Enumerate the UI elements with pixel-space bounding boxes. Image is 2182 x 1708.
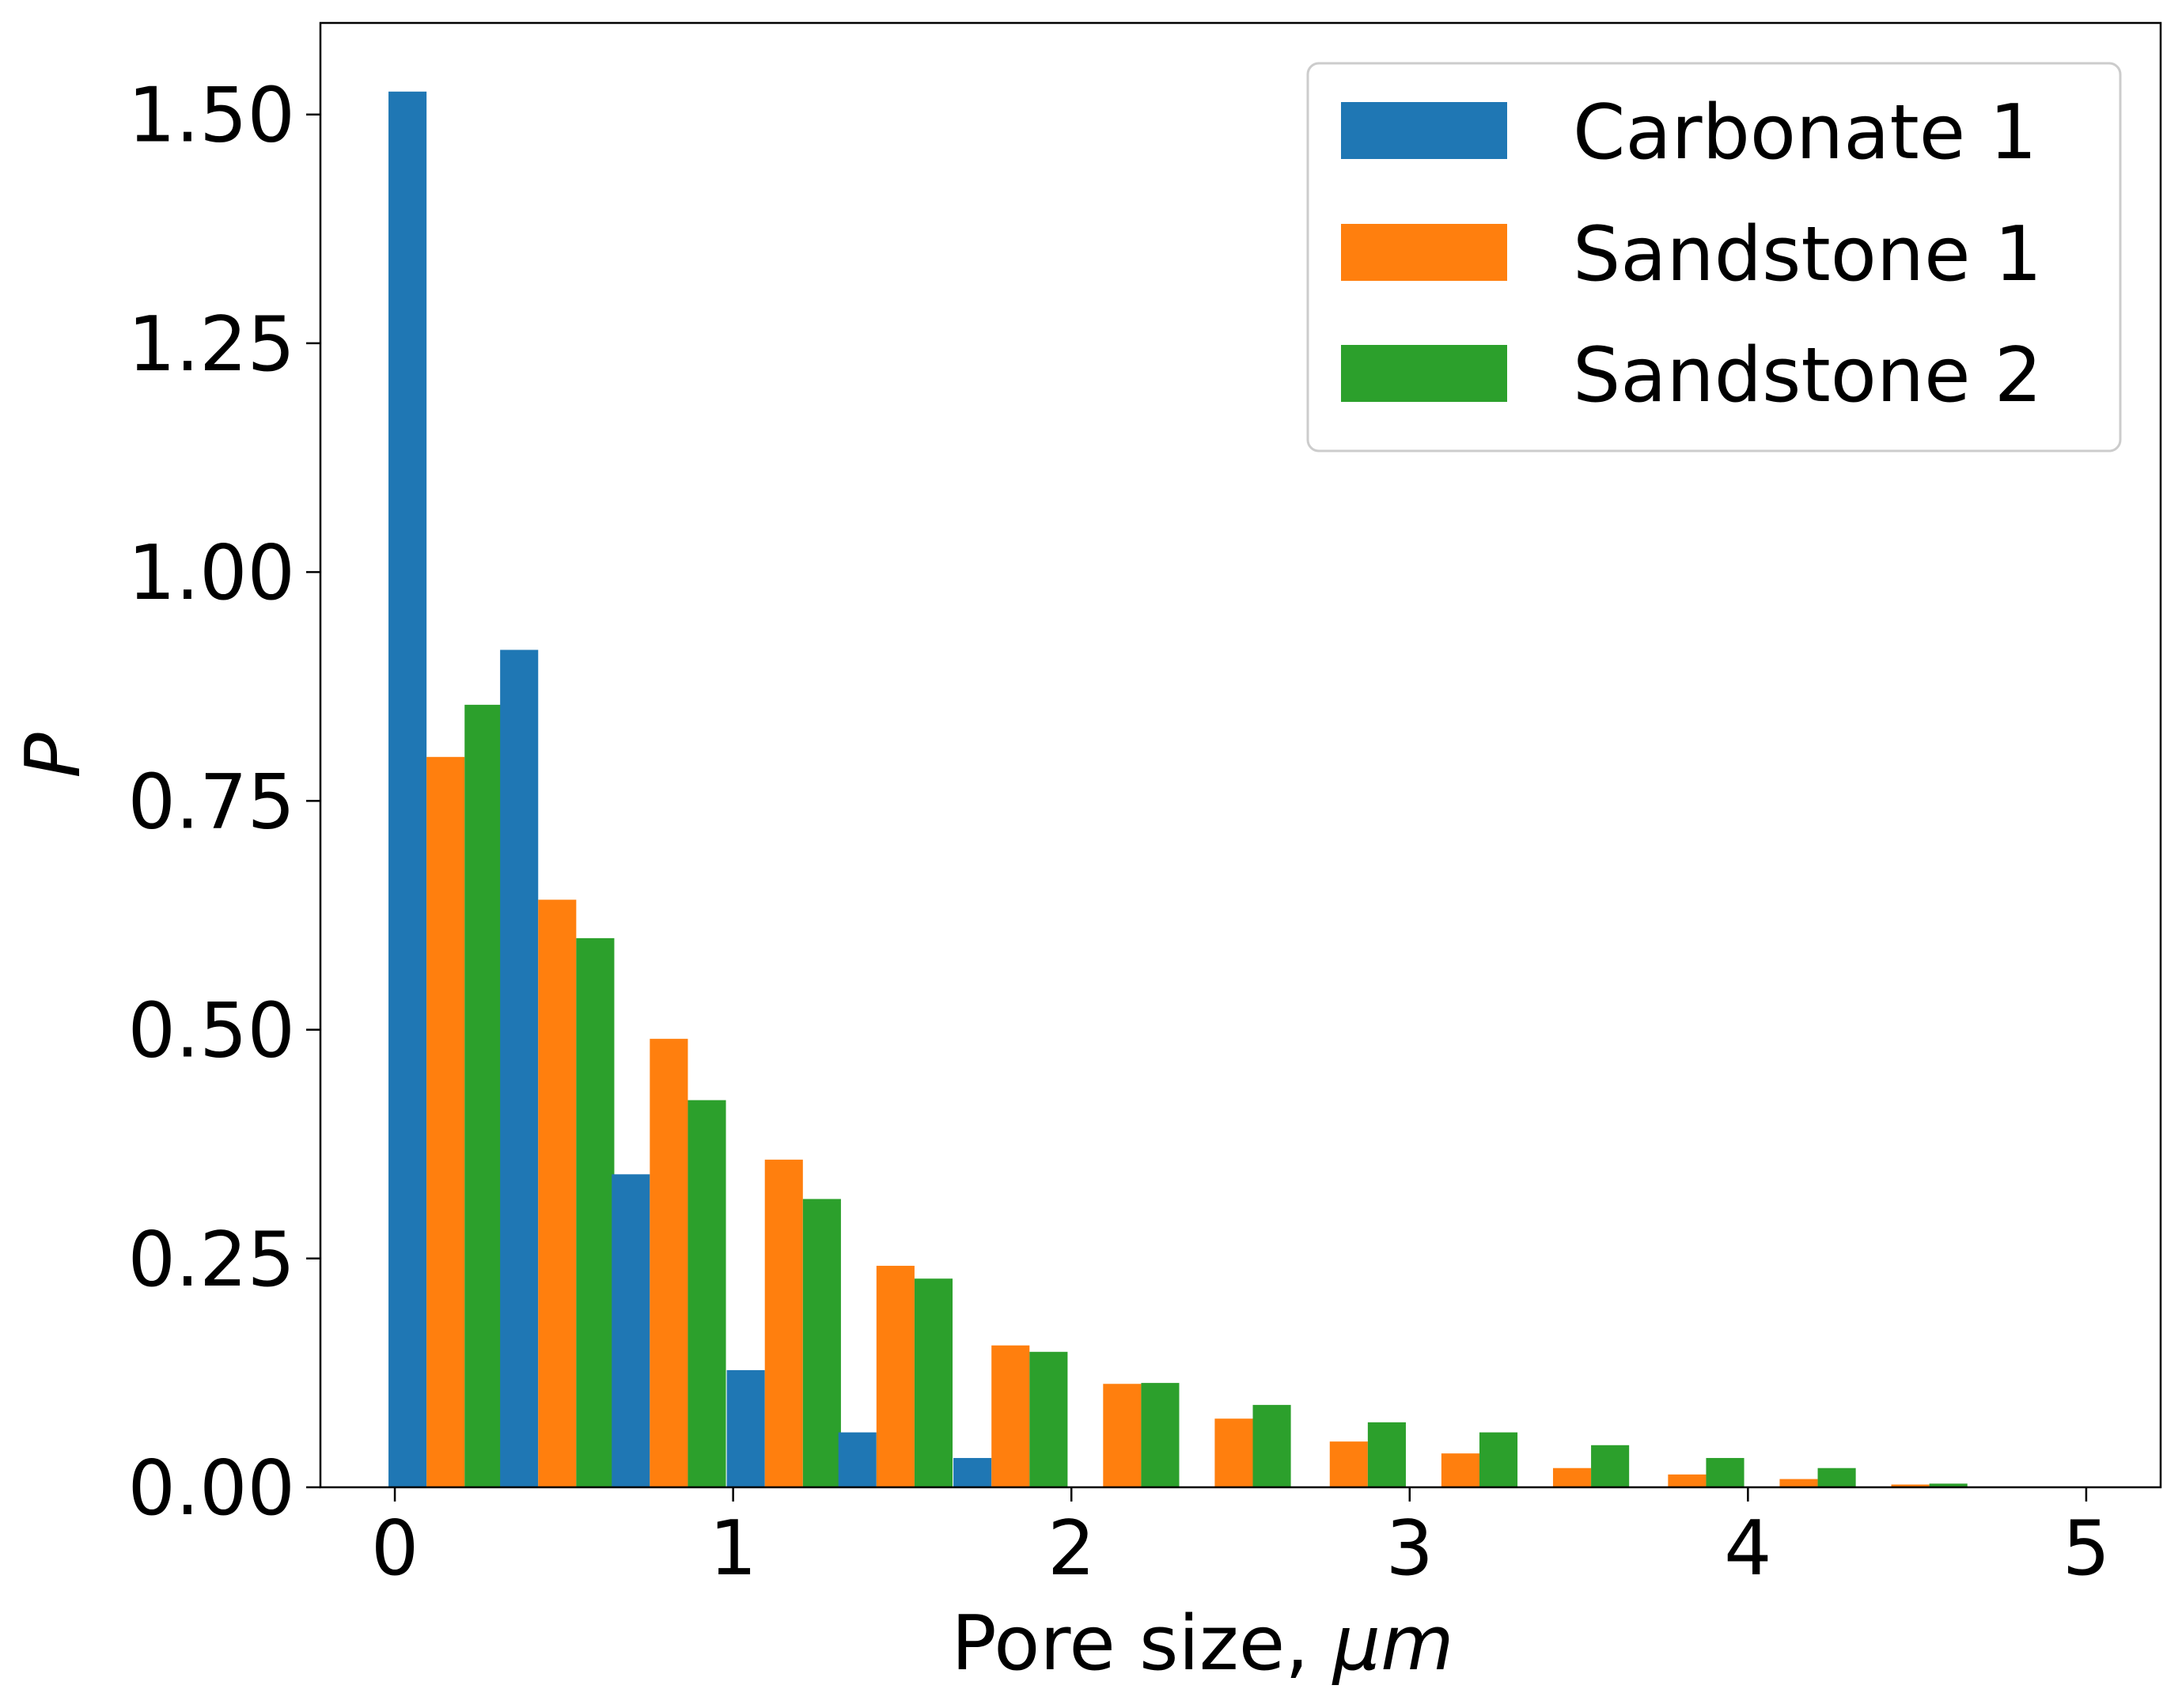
bar-sandstone-2-0 <box>464 704 503 1487</box>
legend-label-sandstone-2: Sandstone 2 <box>1573 332 2042 419</box>
legend-swatch-sandstone-1 <box>1341 224 1507 281</box>
bars-layer <box>388 91 1968 1488</box>
bar-carbonate-1-5 <box>953 1457 992 1487</box>
bar-sandstone-2-12 <box>1817 1468 1856 1487</box>
legend-label-carbonate-1: Carbonate 1 <box>1573 89 2037 176</box>
y-tick-label-0: 0.00 <box>127 1445 295 1532</box>
bar-sandstone-1-2 <box>650 1039 688 1487</box>
bar-sandstone-1-5 <box>991 1345 1030 1487</box>
bar-sandstone-2-6 <box>1141 1383 1180 1487</box>
bar-carbonate-1-3 <box>726 1369 765 1487</box>
bar-sandstone-1-4 <box>876 1266 915 1487</box>
x-axis-label: Pore size, μm <box>951 1600 1453 1687</box>
bar-sandstone-1-12 <box>1779 1479 1818 1487</box>
legend-swatch-carbonate-1 <box>1341 102 1507 159</box>
bar-sandstone-2-13 <box>1929 1483 1968 1487</box>
bar-sandstone-2-2 <box>688 1100 726 1487</box>
bar-sandstone-2-8 <box>1367 1422 1406 1487</box>
x-tick-label-2: 2 <box>1047 1505 1095 1592</box>
legend-box <box>1306 62 2122 453</box>
bar-sandstone-2-5 <box>1029 1351 1068 1487</box>
bar-carbonate-1-4 <box>838 1432 877 1487</box>
bar-sandstone-1-13 <box>1891 1484 1930 1487</box>
bar-sandstone-1-8 <box>1329 1441 1368 1487</box>
ticks-layer: 0 1 2 3 4 5 0.00 0.25 0.50 0.75 1.00 1.25 1.50 <box>127 73 2110 1592</box>
bar-carbonate-1-2 <box>612 1174 650 1487</box>
bar-sandstone-2-3 <box>802 1199 841 1487</box>
x-axis-label-text: Pore size, <box>951 1600 1332 1687</box>
bar-sandstone-1-6 <box>1103 1384 1142 1487</box>
bar-sandstone-1-10 <box>1552 1468 1592 1487</box>
plot-frame <box>319 21 2162 1489</box>
bar-sandstone-1-3 <box>764 1159 803 1487</box>
bar-carbonate-1-1 <box>500 649 539 1488</box>
x-tick-label-3: 3 <box>1386 1505 1434 1592</box>
bar-sandstone-2-9 <box>1479 1432 1518 1487</box>
y-tick-label-3: 0.75 <box>127 759 295 846</box>
y-tick-label-6: 1.50 <box>127 73 295 160</box>
y-tick-label-2: 0.50 <box>127 988 295 1075</box>
x-tick-label-0: 0 <box>371 1505 419 1592</box>
legend: Carbonate 1 Sandstone 1 Sandstone 2 <box>1306 62 2122 453</box>
bar-sandstone-2-10 <box>1591 1445 1630 1487</box>
y-tick-label-5: 1.25 <box>127 301 295 388</box>
x-axis-label-unit: μm <box>1332 1600 1454 1687</box>
legend-swatch-sandstone-2 <box>1341 345 1507 402</box>
bar-sandstone-2-7 <box>1252 1404 1291 1487</box>
x-tick-label-5: 5 <box>2063 1505 2110 1592</box>
bar-carbonate-1-0 <box>388 91 427 1487</box>
bar-sandstone-2-4 <box>914 1278 953 1487</box>
legend-label-sandstone-1: Sandstone 1 <box>1573 211 2042 298</box>
x-tick-label-1: 1 <box>709 1505 756 1592</box>
y-tick-label-1: 0.25 <box>127 1217 295 1304</box>
x-tick-label-4: 4 <box>1724 1505 1771 1592</box>
bar-sandstone-1-11 <box>1668 1474 1707 1487</box>
bar-sandstone-2-11 <box>1706 1457 1744 1487</box>
y-tick-label-4: 1.00 <box>127 530 295 617</box>
y-axis-label: P <box>10 733 97 778</box>
bar-sandstone-1-9 <box>1441 1453 1479 1487</box>
bar-sandstone-1-1 <box>538 899 577 1487</box>
bar-sandstone-1-0 <box>426 756 465 1487</box>
bar-sandstone-2-1 <box>576 937 615 1488</box>
bar-sandstone-1-7 <box>1214 1418 1253 1487</box>
